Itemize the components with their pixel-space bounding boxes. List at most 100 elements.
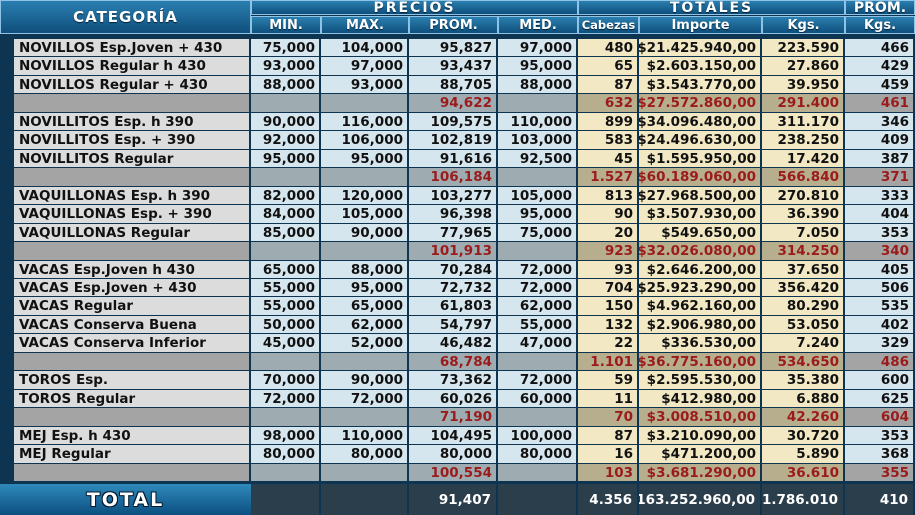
category-label-14: VACAS Regular — [14, 297, 249, 315]
subtotal-row-category-11 — [14, 242, 249, 260]
cell-cab-18: 59 — [578, 371, 637, 389]
cell-med-13: 72,000 — [498, 279, 576, 296]
cell-prom-13: 72,732 — [409, 279, 496, 296]
cell-min-22: 80,000 — [251, 445, 319, 463]
cell-imp-10: $549.650,00 — [639, 224, 760, 241]
cell-prom-0: 95,827 — [409, 39, 496, 56]
cell-max-19: 72,000 — [321, 390, 407, 407]
cell-cab-12: 93 — [578, 261, 637, 278]
cell-min-2: 88,000 — [251, 76, 319, 93]
cell-cab-4: 899 — [578, 113, 637, 130]
cell-pkg-2: 459 — [845, 76, 913, 93]
cell-max-0: 104,000 — [321, 39, 407, 56]
cell-prom-6: 91,616 — [409, 150, 496, 167]
cell-med-9: 95,000 — [498, 205, 576, 223]
total-label: TOTAL — [0, 484, 251, 515]
subtotal-min-3 — [251, 94, 319, 112]
cell-cab-22: 16 — [578, 445, 637, 463]
cell-pkg-9: 404 — [845, 205, 913, 223]
subtotal-max-20 — [321, 408, 407, 426]
cell-cab-14: 150 — [578, 297, 637, 315]
cell-pkg-15: 402 — [845, 316, 913, 333]
cell-max-16: 52,000 — [321, 334, 407, 352]
subtotal-prom-3: 94,622 — [409, 94, 496, 112]
category-label-2: NOVILLOS Regular + 430 — [14, 76, 249, 93]
cell-min-18: 70,000 — [251, 371, 319, 389]
subtotal-row-category-20 — [14, 408, 249, 426]
cell-med-16: 47,000 — [498, 334, 576, 352]
total-prom: 91,407 — [409, 484, 496, 515]
total-kgs: 1.786.010 — [762, 484, 843, 515]
cell-cab-5: 583 — [578, 131, 637, 149]
subtotal-cab-11: 923 — [578, 242, 637, 260]
subtotal-pkg-23: 355 — [845, 464, 913, 481]
category-label-8: VAQUILLONAS Esp. h 390 — [14, 187, 249, 204]
cell-kgs-22: 5.890 — [762, 445, 843, 463]
cell-prom-21: 104,495 — [409, 427, 496, 444]
cell-prom-2: 88,705 — [409, 76, 496, 93]
cell-cab-2: 87 — [578, 76, 637, 93]
cell-cab-6: 45 — [578, 150, 637, 167]
cell-max-4: 116,000 — [321, 113, 407, 130]
cell-med-10: 75,000 — [498, 224, 576, 241]
column-header-cab: Cabezas — [578, 16, 639, 34]
cell-med-21: 100,000 — [498, 427, 576, 444]
cell-med-22: 80,000 — [498, 445, 576, 463]
header-categoria: CATEGORÍA — [0, 0, 251, 34]
cell-min-13: 55,000 — [251, 279, 319, 296]
cell-min-1: 93,000 — [251, 57, 319, 75]
cell-prom-9: 96,398 — [409, 205, 496, 223]
cell-med-6: 92,500 — [498, 150, 576, 167]
cell-min-8: 82,000 — [251, 187, 319, 204]
cell-med-12: 72,000 — [498, 261, 576, 278]
cell-kgs-12: 37.650 — [762, 261, 843, 278]
subtotal-cab-20: 70 — [578, 408, 637, 426]
column-header-max: MAX. — [321, 16, 409, 34]
cell-pkg-4: 346 — [845, 113, 913, 130]
cell-cab-21: 87 — [578, 427, 637, 444]
cell-pkg-12: 405 — [845, 261, 913, 278]
cell-prom-8: 103,277 — [409, 187, 496, 204]
cell-max-8: 120,000 — [321, 187, 407, 204]
cell-cab-8: 813 — [578, 187, 637, 204]
cell-med-1: 95,000 — [498, 57, 576, 75]
subtotal-cab-23: 103 — [578, 464, 637, 481]
header-prom: PROM. — [845, 0, 915, 15]
cell-prom-10: 77,965 — [409, 224, 496, 241]
cell-med-5: 103,000 — [498, 131, 576, 149]
subtotal-prom-7: 106,184 — [409, 168, 496, 186]
cell-imp-14: $4.962.160,00 — [639, 297, 760, 315]
cell-min-0: 75,000 — [251, 39, 319, 56]
category-label-18: TOROS Esp. — [14, 371, 249, 389]
subtotal-med-11 — [498, 242, 576, 260]
cell-imp-8: $27.968.500,00 — [639, 187, 760, 204]
cell-med-2: 88,000 — [498, 76, 576, 93]
subtotal-med-20 — [498, 408, 576, 426]
cell-imp-9: $3.507.930,00 — [639, 205, 760, 223]
cell-pkg-16: 329 — [845, 334, 913, 352]
cell-kgs-16: 7.240 — [762, 334, 843, 352]
subtotal-min-17 — [251, 353, 319, 370]
subtotal-min-11 — [251, 242, 319, 260]
subtotal-row-category-3 — [14, 94, 249, 112]
subtotal-row-category-23 — [14, 464, 249, 481]
cell-kgs-2: 39.950 — [762, 76, 843, 93]
cell-kgs-18: 35.380 — [762, 371, 843, 389]
cell-min-9: 84,000 — [251, 205, 319, 223]
cell-min-15: 50,000 — [251, 316, 319, 333]
subtotal-cab-7: 1.527 — [578, 168, 637, 186]
cell-pkg-18: 600 — [845, 371, 913, 389]
cell-min-10: 85,000 — [251, 224, 319, 241]
cell-imp-1: $2.603.150,00 — [639, 57, 760, 75]
category-label-13: VACAS Esp.Joven + 430 — [14, 279, 249, 296]
subtotal-imp-11: $32.026.080,00 — [639, 242, 760, 260]
cell-min-14: 55,000 — [251, 297, 319, 315]
subtotal-prom-17: 68,784 — [409, 353, 496, 370]
category-label-5: NOVILLITOS Esp. + 390 — [14, 131, 249, 149]
cell-pkg-8: 333 — [845, 187, 913, 204]
column-header-min: MIN. — [251, 16, 321, 34]
subtotal-pkg-3: 461 — [845, 94, 913, 112]
column-header-kgs: Kgs. — [762, 16, 845, 34]
subtotal-kgs-11: 314.250 — [762, 242, 843, 260]
